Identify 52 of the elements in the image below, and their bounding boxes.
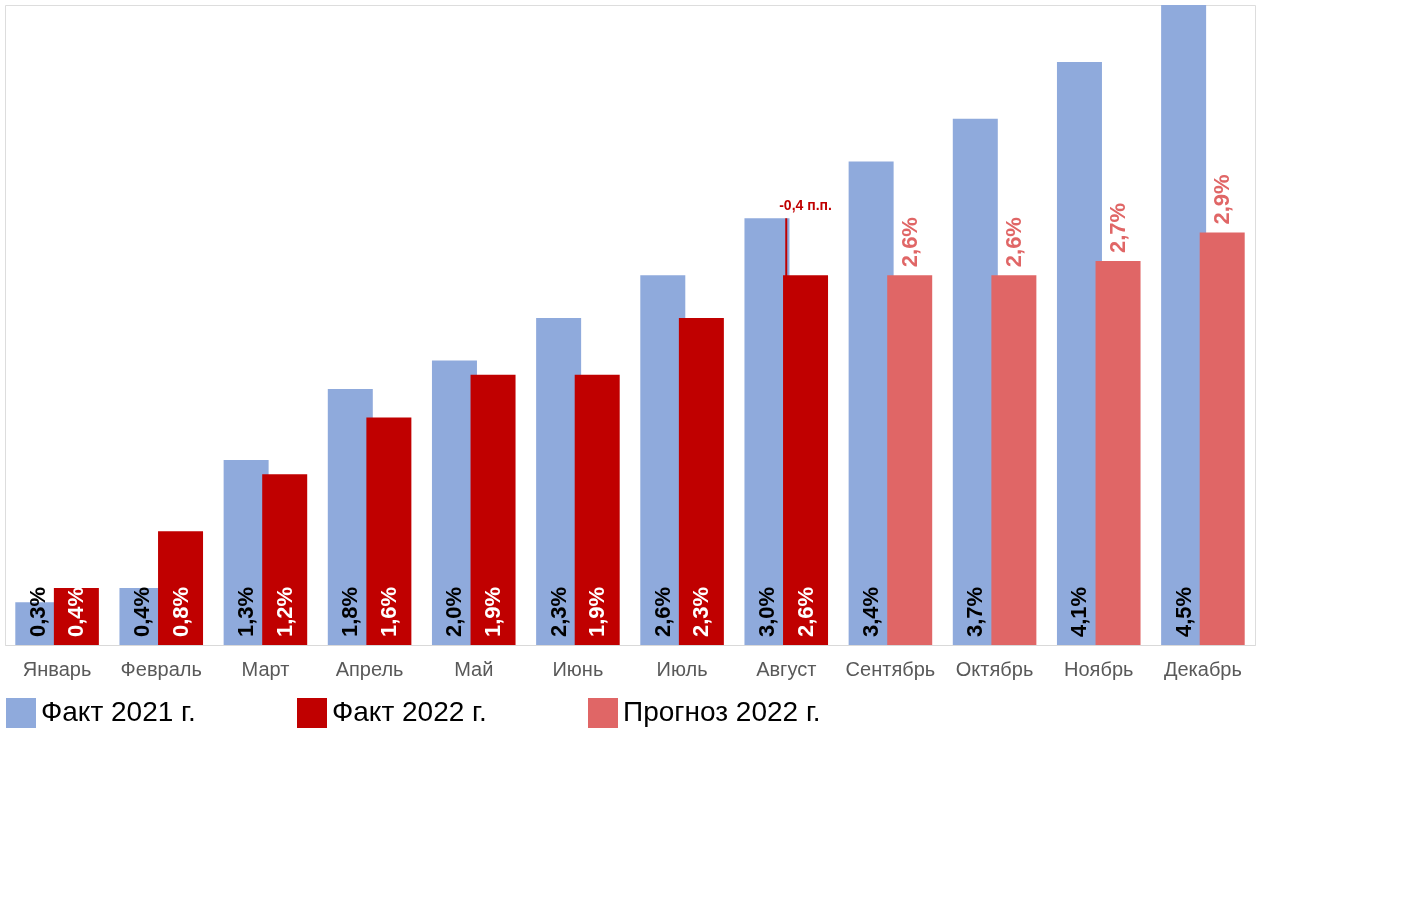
bar: [1161, 5, 1207, 645]
legend-label: Прогноз 2022 г.: [623, 696, 821, 727]
bar: [1095, 261, 1141, 645]
data-label: 3,4%: [858, 586, 884, 637]
bar: [1199, 232, 1245, 645]
x-tick-label: Июнь: [552, 657, 604, 680]
data-label: 2,3%: [545, 586, 571, 637]
bar: [991, 275, 1037, 645]
x-tick-label: Сентябрь: [845, 657, 936, 680]
data-label: 2,3%: [688, 586, 714, 637]
bar: [574, 374, 620, 645]
bar: [158, 531, 204, 645]
data-label: 1,8%: [337, 586, 363, 637]
legend-label: Факт 2022 г.: [332, 696, 487, 727]
x-tick-label: Декабрь: [1163, 657, 1242, 680]
x-tick-label: Январь: [22, 657, 92, 680]
data-label: 2,0%: [441, 586, 467, 637]
x-tick-label: Июль: [656, 657, 708, 680]
data-label: 2,6%: [896, 217, 922, 268]
data-label: 1,2%: [271, 586, 297, 637]
data-label: 1,6%: [375, 586, 401, 637]
annotation: -0,4 п.п.: [779, 197, 832, 214]
data-label: 3,0%: [753, 586, 779, 637]
x-tick-label: Май: [454, 657, 494, 680]
data-label: 1,9%: [480, 586, 506, 637]
data-label: 2,9%: [1209, 174, 1235, 225]
data-label: 2,6%: [792, 586, 818, 637]
data-label: 1,9%: [584, 586, 610, 637]
x-tick-label: Октябрь: [955, 657, 1034, 680]
data-label: 3,7%: [962, 586, 988, 637]
x-tick-label: Ноябрь: [1064, 657, 1134, 680]
legend-label: Факт 2021 г.: [41, 696, 196, 727]
x-tick-label: Март: [241, 657, 290, 680]
data-label: 1,3%: [233, 586, 259, 637]
data-label: 2,6%: [1000, 217, 1026, 268]
x-tick-label: Август: [756, 657, 817, 680]
data-label: 0,8%: [167, 586, 193, 637]
bar: [366, 417, 412, 645]
x-tick-label: Февраль: [120, 657, 202, 680]
data-label: 4,5%: [1170, 586, 1196, 637]
x-tick-label: Апрель: [335, 657, 404, 680]
bar: [1056, 61, 1102, 645]
data-label: 2,6%: [649, 586, 675, 637]
data-label: 2,7%: [1105, 202, 1131, 253]
bar: [262, 474, 308, 645]
bar: [678, 317, 724, 645]
bar: [887, 275, 933, 645]
data-label: 0,3%: [24, 586, 50, 637]
bar: [470, 374, 516, 645]
data-label: 4,1%: [1066, 586, 1092, 637]
data-label: 0,4%: [63, 586, 89, 637]
data-label: 0,4%: [128, 586, 154, 637]
